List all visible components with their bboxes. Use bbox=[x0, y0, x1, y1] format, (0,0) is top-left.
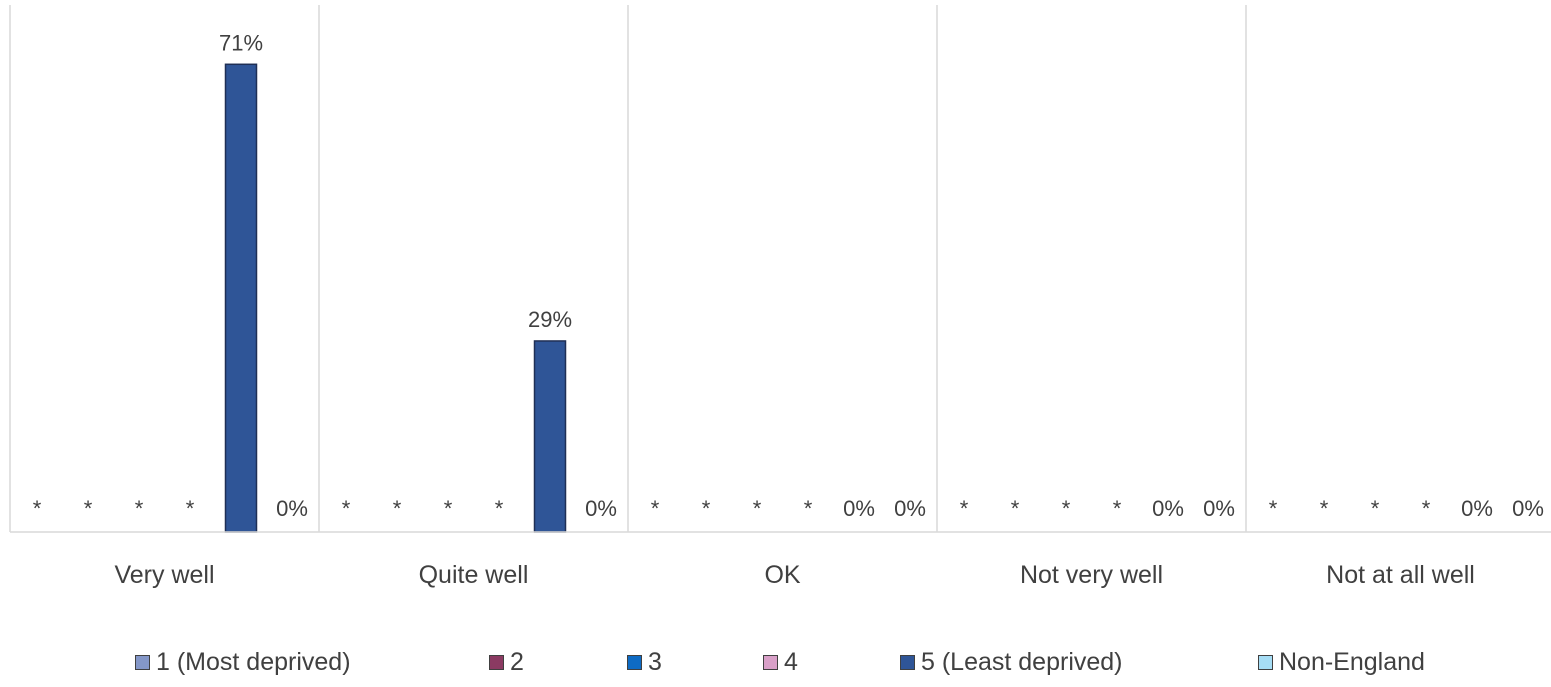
legend-swatch bbox=[1258, 655, 1273, 670]
data-label: * bbox=[1113, 496, 1122, 521]
data-label: 0% bbox=[843, 496, 875, 521]
category-label: Very well bbox=[114, 561, 214, 589]
data-label: 29% bbox=[528, 307, 572, 332]
legend-swatch bbox=[763, 655, 778, 670]
legend-swatch bbox=[627, 655, 642, 670]
data-label: * bbox=[495, 496, 504, 521]
data-labels: * * * * 71% 0% * * * * 29% 0% * * * * 0% 0% * * * * 0% 0% * * * * 0%… bbox=[33, 30, 1544, 521]
legend-swatch bbox=[135, 655, 150, 670]
legend-item: 3 bbox=[627, 648, 662, 677]
legend-label: 5 (Least deprived) bbox=[921, 648, 1123, 676]
legend-label: 1 (Most deprived) bbox=[156, 648, 351, 676]
data-label: * bbox=[1011, 496, 1020, 521]
data-label: * bbox=[135, 496, 144, 521]
bar bbox=[224, 63, 258, 533]
data-label: 0% bbox=[585, 496, 617, 521]
legend-item: 1 (Most deprived) bbox=[135, 648, 351, 677]
data-label: * bbox=[804, 496, 813, 521]
category-separators bbox=[9, 5, 1247, 532]
category-label: Quite well bbox=[419, 561, 529, 589]
category-label: Not very well bbox=[1020, 561, 1163, 589]
legend-label: 3 bbox=[648, 648, 662, 676]
bar bbox=[533, 340, 567, 533]
legend-item: 4 bbox=[763, 648, 798, 677]
data-label: * bbox=[1422, 496, 1431, 521]
data-label: * bbox=[651, 496, 660, 521]
data-label: * bbox=[702, 496, 711, 521]
legend-item: 2 bbox=[489, 648, 524, 677]
chart: * * * * 71% 0% * * * * 29% 0% * * * * 0% 0% * * * * 0% 0% * * * * 0%… bbox=[9, 5, 1551, 589]
category-labels: Very well Quite well OK Not very well Not at… bbox=[114, 561, 1474, 589]
bars bbox=[224, 63, 567, 533]
data-label: 0% bbox=[1152, 496, 1184, 521]
data-label: * bbox=[753, 496, 762, 521]
data-label: * bbox=[1062, 496, 1071, 521]
data-label: * bbox=[393, 496, 402, 521]
data-label: 0% bbox=[1203, 496, 1235, 521]
data-label: 0% bbox=[1512, 496, 1544, 521]
data-label: 0% bbox=[894, 496, 926, 521]
data-label: * bbox=[84, 496, 93, 521]
data-label: * bbox=[960, 496, 969, 521]
data-label: 0% bbox=[276, 496, 308, 521]
legend: 1 (Most deprived) 2 3 4 5 (Least deprived) No… bbox=[0, 648, 1551, 684]
data-label: * bbox=[1320, 496, 1329, 521]
legend-swatch bbox=[489, 655, 504, 670]
data-label: * bbox=[186, 496, 195, 521]
legend-label: 2 bbox=[510, 648, 524, 676]
data-label: * bbox=[33, 496, 42, 521]
legend-item: 5 (Least deprived) bbox=[900, 648, 1123, 677]
legend-label: Non-England bbox=[1279, 648, 1425, 676]
data-label: * bbox=[444, 496, 453, 521]
data-label: * bbox=[1371, 496, 1380, 521]
category-label: OK bbox=[764, 561, 800, 589]
data-label: * bbox=[1269, 496, 1278, 521]
category-label: Not at all well bbox=[1326, 561, 1475, 589]
data-label: * bbox=[342, 496, 351, 521]
legend-label: 4 bbox=[784, 648, 798, 676]
legend-item: Non-England bbox=[1258, 648, 1425, 677]
data-label: 0% bbox=[1461, 496, 1493, 521]
legend-swatch bbox=[900, 655, 915, 670]
data-label: 71% bbox=[219, 30, 263, 55]
